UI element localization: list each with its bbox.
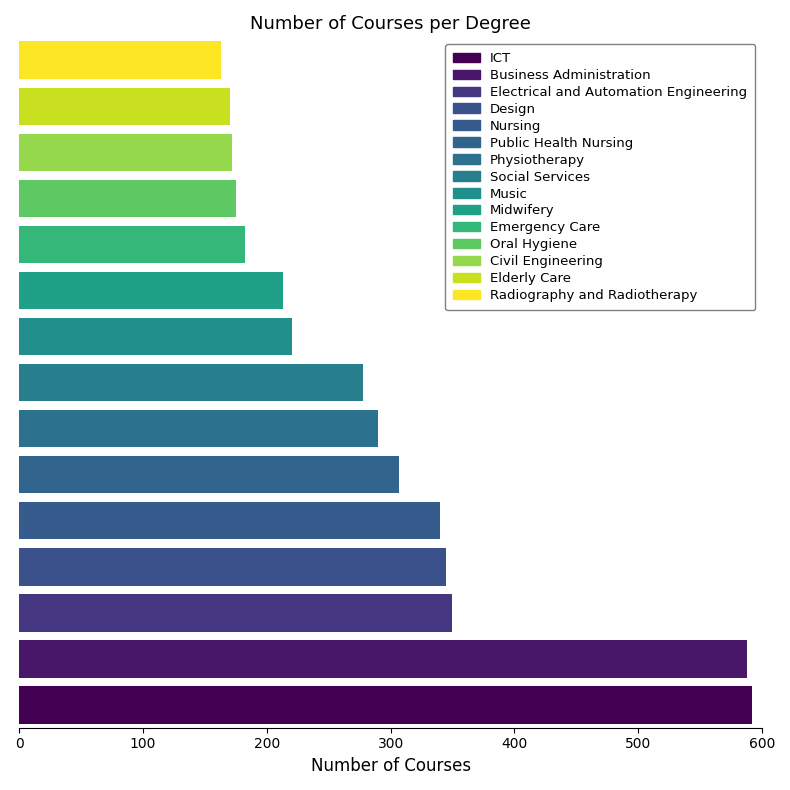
Bar [20, 42, 221, 79]
Bar [20, 363, 363, 401]
Bar [20, 502, 440, 540]
Bar [20, 272, 283, 310]
Bar [20, 179, 236, 217]
Bar [20, 134, 232, 171]
Bar [20, 88, 230, 126]
X-axis label: Number of Courses: Number of Courses [310, 757, 471, 775]
Bar [20, 547, 446, 585]
Bar [20, 456, 399, 494]
Bar [20, 640, 747, 678]
Title: Number of Courses per Degree: Number of Courses per Degree [250, 15, 531, 33]
Bar [20, 226, 245, 263]
Bar [20, 318, 292, 356]
Bar [20, 410, 378, 447]
Bar [20, 594, 453, 631]
Legend: ICT, Business Administration, Electrical and Automation Engineering, Design, Nur: ICT, Business Administration, Electrical… [446, 44, 755, 310]
Bar [20, 686, 752, 724]
